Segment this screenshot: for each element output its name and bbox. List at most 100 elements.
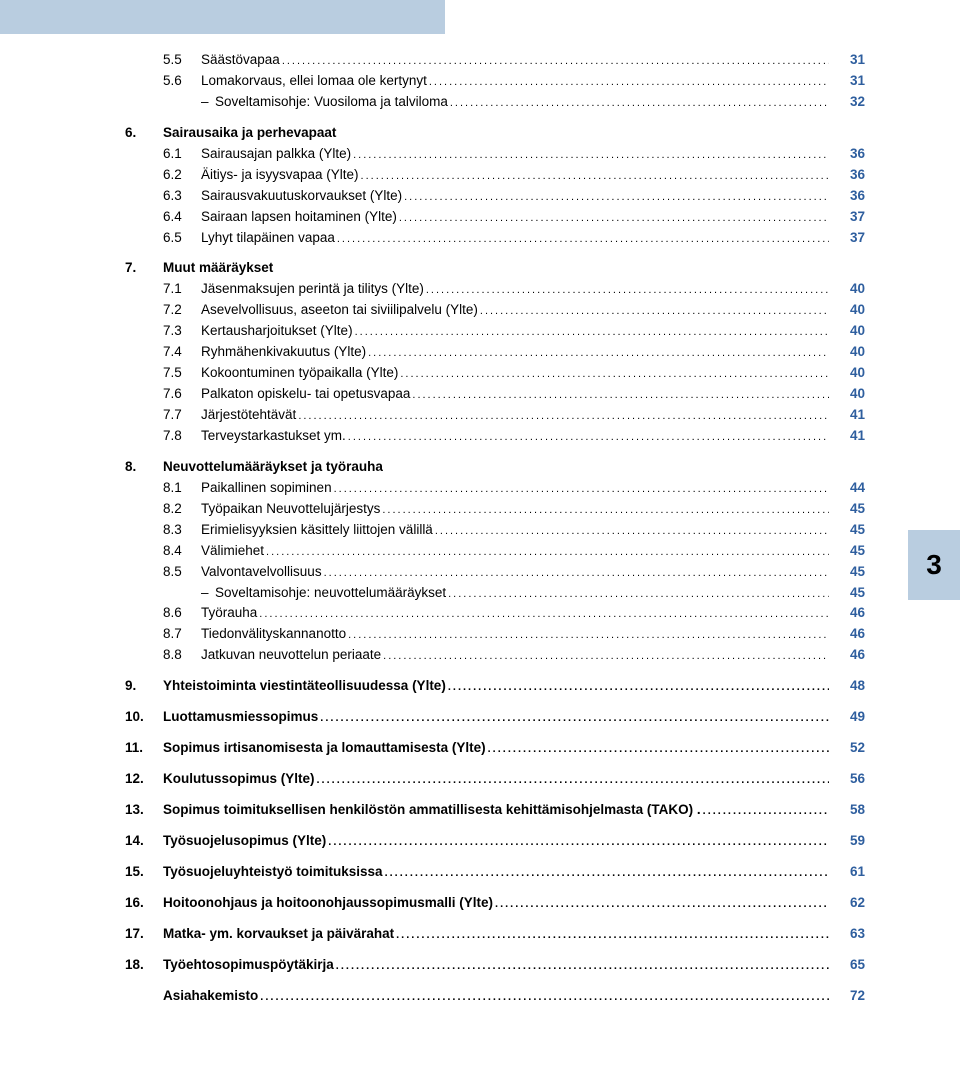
toc-title: Valvontavelvollisuus: [201, 562, 829, 582]
toc-gap: [125, 945, 865, 955]
toc-title: Hoitoonohjaus ja hoitoonohjaussopimusmal…: [163, 893, 829, 913]
toc-gap: [125, 697, 865, 707]
toc-gap: [125, 113, 865, 123]
toc-title: Työpaikan Neuvottelujärjestys: [201, 499, 829, 519]
toc-row: 7.Muut määräykset: [125, 258, 865, 278]
toc-page: 31: [829, 71, 865, 91]
toc-page: 32: [829, 92, 865, 112]
toc-number: 12.: [125, 769, 163, 789]
toc-title: Työehtosopimuspöytäkirja: [163, 955, 829, 975]
toc-title: Lomakorvaus, ellei lomaa ole kertynyt: [201, 71, 829, 91]
toc-row: 14.Työsuojelusopimus (Ylte)59: [125, 831, 865, 851]
toc-title: Sairausvakuutuskorvaukset (Ylte): [201, 186, 829, 206]
toc-number: 7.2: [163, 300, 201, 320]
toc-row: 7.3Kertausharjoitukset (Ylte)40: [125, 321, 865, 341]
toc-row: 8.7Tiedonvälityskannanotto46: [125, 624, 865, 644]
toc-title: Välimiehet: [201, 541, 829, 561]
toc-number: 8.2: [163, 499, 201, 519]
toc-number: 11.: [125, 738, 163, 758]
toc-row: 8.3Erimielisyyksien käsittely liittojen …: [125, 520, 865, 540]
toc-row: 7.6Palkaton opiskelu- tai opetusvapaa40: [125, 384, 865, 404]
toc-page: 62: [829, 893, 865, 913]
toc-title: Palkaton opiskelu- tai opetusvapaa: [201, 384, 829, 404]
toc-number: 6.3: [163, 186, 201, 206]
toc-gap: [125, 728, 865, 738]
toc-page: 37: [829, 207, 865, 227]
toc-row: 10.Luottamusmiessopimus49: [125, 707, 865, 727]
toc-number: 18.: [125, 955, 163, 975]
toc-number: 7.8: [163, 426, 201, 446]
toc-row: 11.Sopimus irtisanomisesta ja lomauttami…: [125, 738, 865, 758]
toc-title: Kokoontuminen työpaikalla (Ylte): [201, 363, 829, 383]
toc-number: 7.5: [163, 363, 201, 383]
toc-title: Sairausaika ja perhevapaat: [163, 123, 829, 143]
toc-title: Sairaan lapsen hoitaminen (Ylte): [201, 207, 829, 227]
toc-title: Soveltamisohje: Vuosiloma ja talviloma: [215, 92, 829, 112]
side-tab-chapter: 3: [908, 530, 960, 600]
header-tab: [0, 0, 445, 34]
toc-gap: [125, 883, 865, 893]
toc-number: 6.4: [163, 207, 201, 227]
toc-page: 46: [829, 603, 865, 623]
toc-number: 16.: [125, 893, 163, 913]
toc-row: 7.2Asevelvollisuus, aseeton tai siviilip…: [125, 300, 865, 320]
toc-page: 45: [829, 499, 865, 519]
toc-title: Kertausharjoitukset (Ylte): [201, 321, 829, 341]
toc-page: 41: [829, 426, 865, 446]
toc-page: 58: [829, 800, 865, 820]
toc-title: Työsuojeluyhteistyö toimituksissa: [163, 862, 829, 882]
toc-title: Terveystarkastukset ym.: [201, 426, 829, 446]
toc-page: 65: [829, 955, 865, 975]
toc-number: 7.3: [163, 321, 201, 341]
toc-number: 7.1: [163, 279, 201, 299]
toc-page: 44: [829, 478, 865, 498]
toc-row: 8.8Jatkuvan neuvottelun periaate46: [125, 645, 865, 665]
toc-number: 15.: [125, 862, 163, 882]
toc-page: 31: [829, 50, 865, 70]
toc-number: 9.: [125, 676, 163, 696]
toc-number: 8.6: [163, 603, 201, 623]
toc-page: 40: [829, 321, 865, 341]
toc-title: Sairausajan palkka (Ylte): [201, 144, 829, 164]
toc-row: –Soveltamisohje: Vuosiloma ja talviloma3…: [125, 92, 865, 112]
toc-title: Työrauha: [201, 603, 829, 623]
toc-row: 7.7Järjestötehtävät41: [125, 405, 865, 425]
toc-gap: [125, 790, 865, 800]
toc-gap: [125, 759, 865, 769]
toc-page: 56: [829, 769, 865, 789]
toc-dash-icon: –: [201, 92, 215, 112]
toc-page: 40: [829, 384, 865, 404]
toc-title: Asiahakemisto: [163, 986, 829, 1006]
toc-title: Jäsenmaksujen perintä ja tilitys (Ylte): [201, 279, 829, 299]
toc-dash-icon: –: [201, 583, 215, 603]
toc-title: Erimielisyyksien käsittely liittojen väl…: [201, 520, 829, 540]
toc-page: 40: [829, 300, 865, 320]
toc-number: 8.1: [163, 478, 201, 498]
toc-row: 13.Sopimus toimituksellisen henkilöstön …: [125, 800, 865, 820]
toc-row: 6.3Sairausvakuutuskorvaukset (Ylte)36: [125, 186, 865, 206]
toc-page: 40: [829, 342, 865, 362]
toc-title: Matka- ym. korvaukset ja päivärahat: [163, 924, 829, 944]
toc-page: 72: [829, 986, 865, 1006]
toc-row: 9.Yhteistoiminta viestintäteollisuudessa…: [125, 676, 865, 696]
toc-number: 6.: [125, 123, 163, 143]
toc-row: 17.Matka- ym. korvaukset ja päivärahat63: [125, 924, 865, 944]
toc-number: 13.: [125, 800, 163, 820]
toc-row: 12.Koulutussopimus (Ylte)56: [125, 769, 865, 789]
toc-page: 37: [829, 228, 865, 248]
toc-title: Sopimus irtisanomisesta ja lomauttamises…: [163, 738, 829, 758]
toc-number: 7.4: [163, 342, 201, 362]
toc-page: 36: [829, 165, 865, 185]
toc-title: Neuvottelumääräykset ja työrauha: [163, 457, 829, 477]
toc-gap: [125, 976, 865, 986]
toc-page: 36: [829, 186, 865, 206]
toc-page: 48: [829, 676, 865, 696]
toc-number: 7.7: [163, 405, 201, 425]
toc-gap: [125, 248, 865, 258]
toc-title: Äitiys- ja isyysvapaa (Ylte): [201, 165, 829, 185]
toc-row: 7.1Jäsenmaksujen perintä ja tilitys (Ylt…: [125, 279, 865, 299]
toc-number: 8.4: [163, 541, 201, 561]
toc-page: 59: [829, 831, 865, 851]
toc-gap: [125, 852, 865, 862]
toc-number: 8.8: [163, 645, 201, 665]
